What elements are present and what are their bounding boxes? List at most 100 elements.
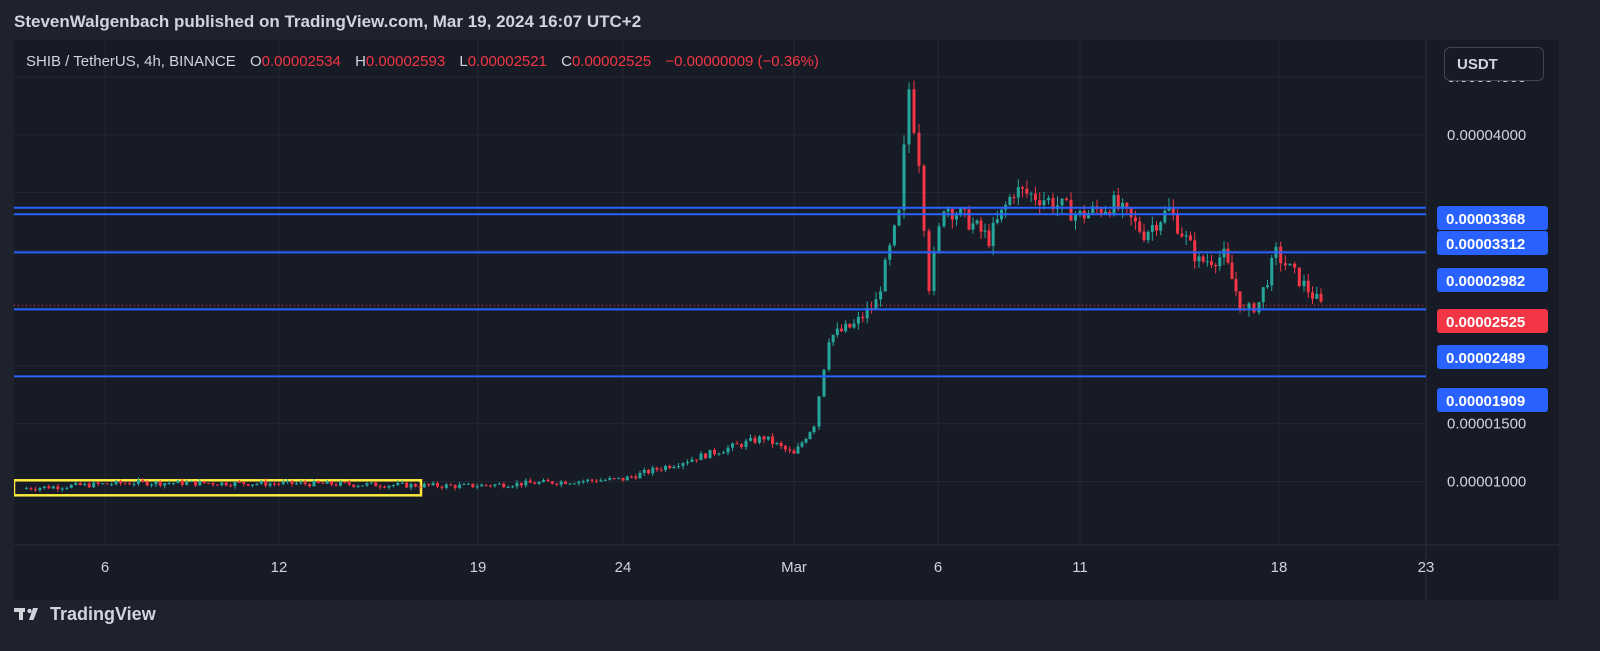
candle-body [387,485,391,488]
candle-body [827,342,831,370]
candle-body [1197,256,1201,262]
candle-body [1051,198,1055,210]
candle-body [975,220,979,224]
candle-body [316,480,320,483]
candle-body [668,466,672,469]
level-badge [1437,388,1548,412]
candle-body [642,469,646,473]
candle-body [861,316,865,319]
candle-body [233,481,237,487]
candle-body [299,482,303,484]
candle-body [400,482,404,484]
level-badge-label: 0.00001909 [1446,393,1525,410]
currency-button[interactable]: USDT [1444,47,1544,81]
candle-body [294,483,298,485]
candle-body [883,259,887,292]
last-price-badge [1437,309,1548,333]
candle-body [1155,225,1158,231]
candle-body [907,89,911,145]
candle-body [955,215,958,220]
candle-body [334,484,338,486]
candle-body [69,484,73,488]
candle-body [83,483,87,486]
candle-body [1214,265,1218,267]
candle-body [1297,267,1301,287]
candle-body [555,483,559,485]
candle-body [163,483,167,486]
candle-body [1016,187,1020,198]
candle-body [1091,206,1095,213]
candle-body [865,307,869,319]
candle-body [427,483,431,486]
candle-body [879,291,883,300]
candle-body [740,444,743,448]
high-value: 0.00002593 [365,53,446,70]
candle-body [123,483,127,485]
candle-body [844,323,848,332]
ohlc-legend: SHIB / TetherUS, 4h, BINANCE O0.00002534… [26,53,819,70]
candle-body [29,488,33,490]
candle-body [1078,210,1082,215]
candle-body [330,481,334,485]
candle-body [603,479,607,481]
candle-body [409,483,413,488]
candle-body [497,483,501,485]
level-badge-label: 0.00002982 [1446,273,1525,290]
candle-body [800,442,804,447]
candle-body [804,438,808,443]
candle-body [840,328,843,332]
candle-body [202,481,206,484]
candle-body [1042,200,1046,206]
candle-body [1176,214,1180,234]
candle-body [932,251,936,291]
candle-body [272,483,276,485]
candle-body [449,484,453,486]
candle-body [634,476,638,479]
candle-body [874,299,878,309]
candle-body [347,482,351,485]
candle-body [506,486,510,488]
candle-body [180,480,184,485]
x-tick-label: 12 [271,559,288,576]
candle-body [493,484,497,486]
tradingview-brand[interactable]: TradingView [14,602,156,626]
candle-body [699,453,703,461]
x-tick-label: 6 [101,559,109,576]
chart-panel[interactable]: 6121924Mar61118230.000045000.000040000.0… [14,40,1559,600]
candle-body [176,480,180,484]
candle-body [286,480,290,482]
candle-body [971,223,975,230]
candle-body [405,482,409,488]
change-value: −0.00000009 (−0.36%) [665,53,819,70]
candle-body [559,481,563,485]
candle-body [524,480,528,486]
candle-body [308,484,312,487]
level-badge [1437,268,1548,292]
candle-body [458,484,462,488]
candle-body [808,432,812,439]
candle-body [51,486,55,489]
candle-body [145,481,149,486]
candle-body [444,484,448,488]
candle-body [1180,233,1184,237]
candle-body [917,132,921,166]
candle-body [338,481,342,486]
candle-body [110,484,114,486]
price-chart[interactable]: 6121924Mar61118230.000045000.000040000.0… [14,40,1559,600]
candle-body [1315,293,1319,299]
symbol-label[interactable]: SHIB / TetherUS, 4h, BINANCE [26,53,236,70]
y-tick-label: 0.00004000 [1447,127,1526,144]
candle-body [1257,302,1261,313]
candle-body [343,481,347,483]
candle-body [158,481,162,486]
candle-body [229,485,233,487]
candle-body [466,483,470,485]
candle-body [946,208,950,212]
candle-body [664,466,667,470]
candle-body [198,481,202,486]
candle-body [391,485,395,487]
candle-body [681,463,685,467]
candle-body [1270,257,1274,286]
candle-body [1163,210,1167,223]
candle-body [378,486,382,488]
